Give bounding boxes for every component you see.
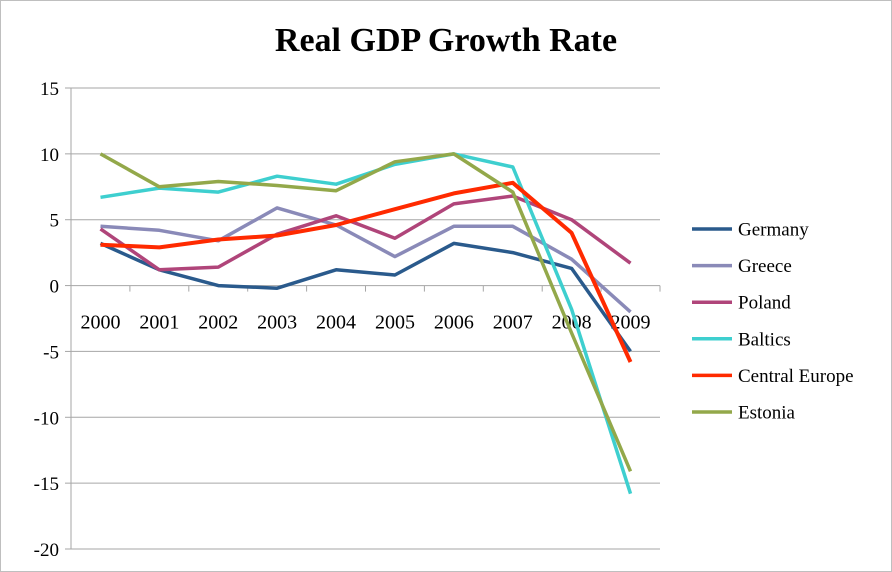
x-tick-label: 2005 (375, 312, 415, 334)
y-tick-label: -10 (34, 408, 59, 429)
legend-label-estonia: Estonia (738, 403, 796, 424)
legend: Germany Greece Poland Baltics Central Europe… (692, 220, 854, 424)
x-tick-label: 2006 (434, 312, 474, 334)
y-tick-label: -5 (43, 342, 59, 363)
legend-label-central-europe: Central Europe (738, 366, 854, 387)
x-tick-label: 2009 (611, 312, 651, 334)
series-lines (99, 152, 633, 495)
y-tick-label: -15 (34, 474, 59, 495)
series-line-central-europe (100, 180, 633, 363)
legend-label-baltics: Baltics (738, 329, 791, 350)
x-tick-label: 2000 (80, 312, 120, 334)
series-line-baltics (100, 152, 633, 495)
x-tick-label: 2002 (198, 312, 238, 334)
y-tick-label: -20 (34, 540, 59, 561)
y-tick-label: 10 (40, 145, 59, 166)
series-line-estonia (99, 152, 633, 472)
y-tick-label: 5 (50, 211, 60, 232)
y-tick-label: 0 (50, 277, 60, 298)
x-tick-label: 2007 (493, 312, 533, 334)
x-axis-ticks: 2000 2001 2002 2003 2004 2005 2006 2007 2008 2009 (80, 285, 661, 334)
legend-label-poland: Poland (738, 293, 791, 314)
x-tick-label: 2008 (552, 312, 592, 334)
legend-label-greece: Greece (738, 256, 792, 277)
x-tick-label: 2001 (139, 312, 179, 334)
y-axis-ticks: 15 10 5 0 -5 -10 -15 -20 (34, 79, 59, 561)
legend-label-germany: Germany (738, 220, 809, 241)
x-tick-label: 2004 (316, 312, 356, 334)
chart-title: Real GDP Growth Rate (274, 22, 618, 59)
y-tick-label: 15 (40, 79, 59, 100)
x-tick-label: 2003 (257, 312, 297, 334)
series-line-greece (100, 206, 632, 314)
